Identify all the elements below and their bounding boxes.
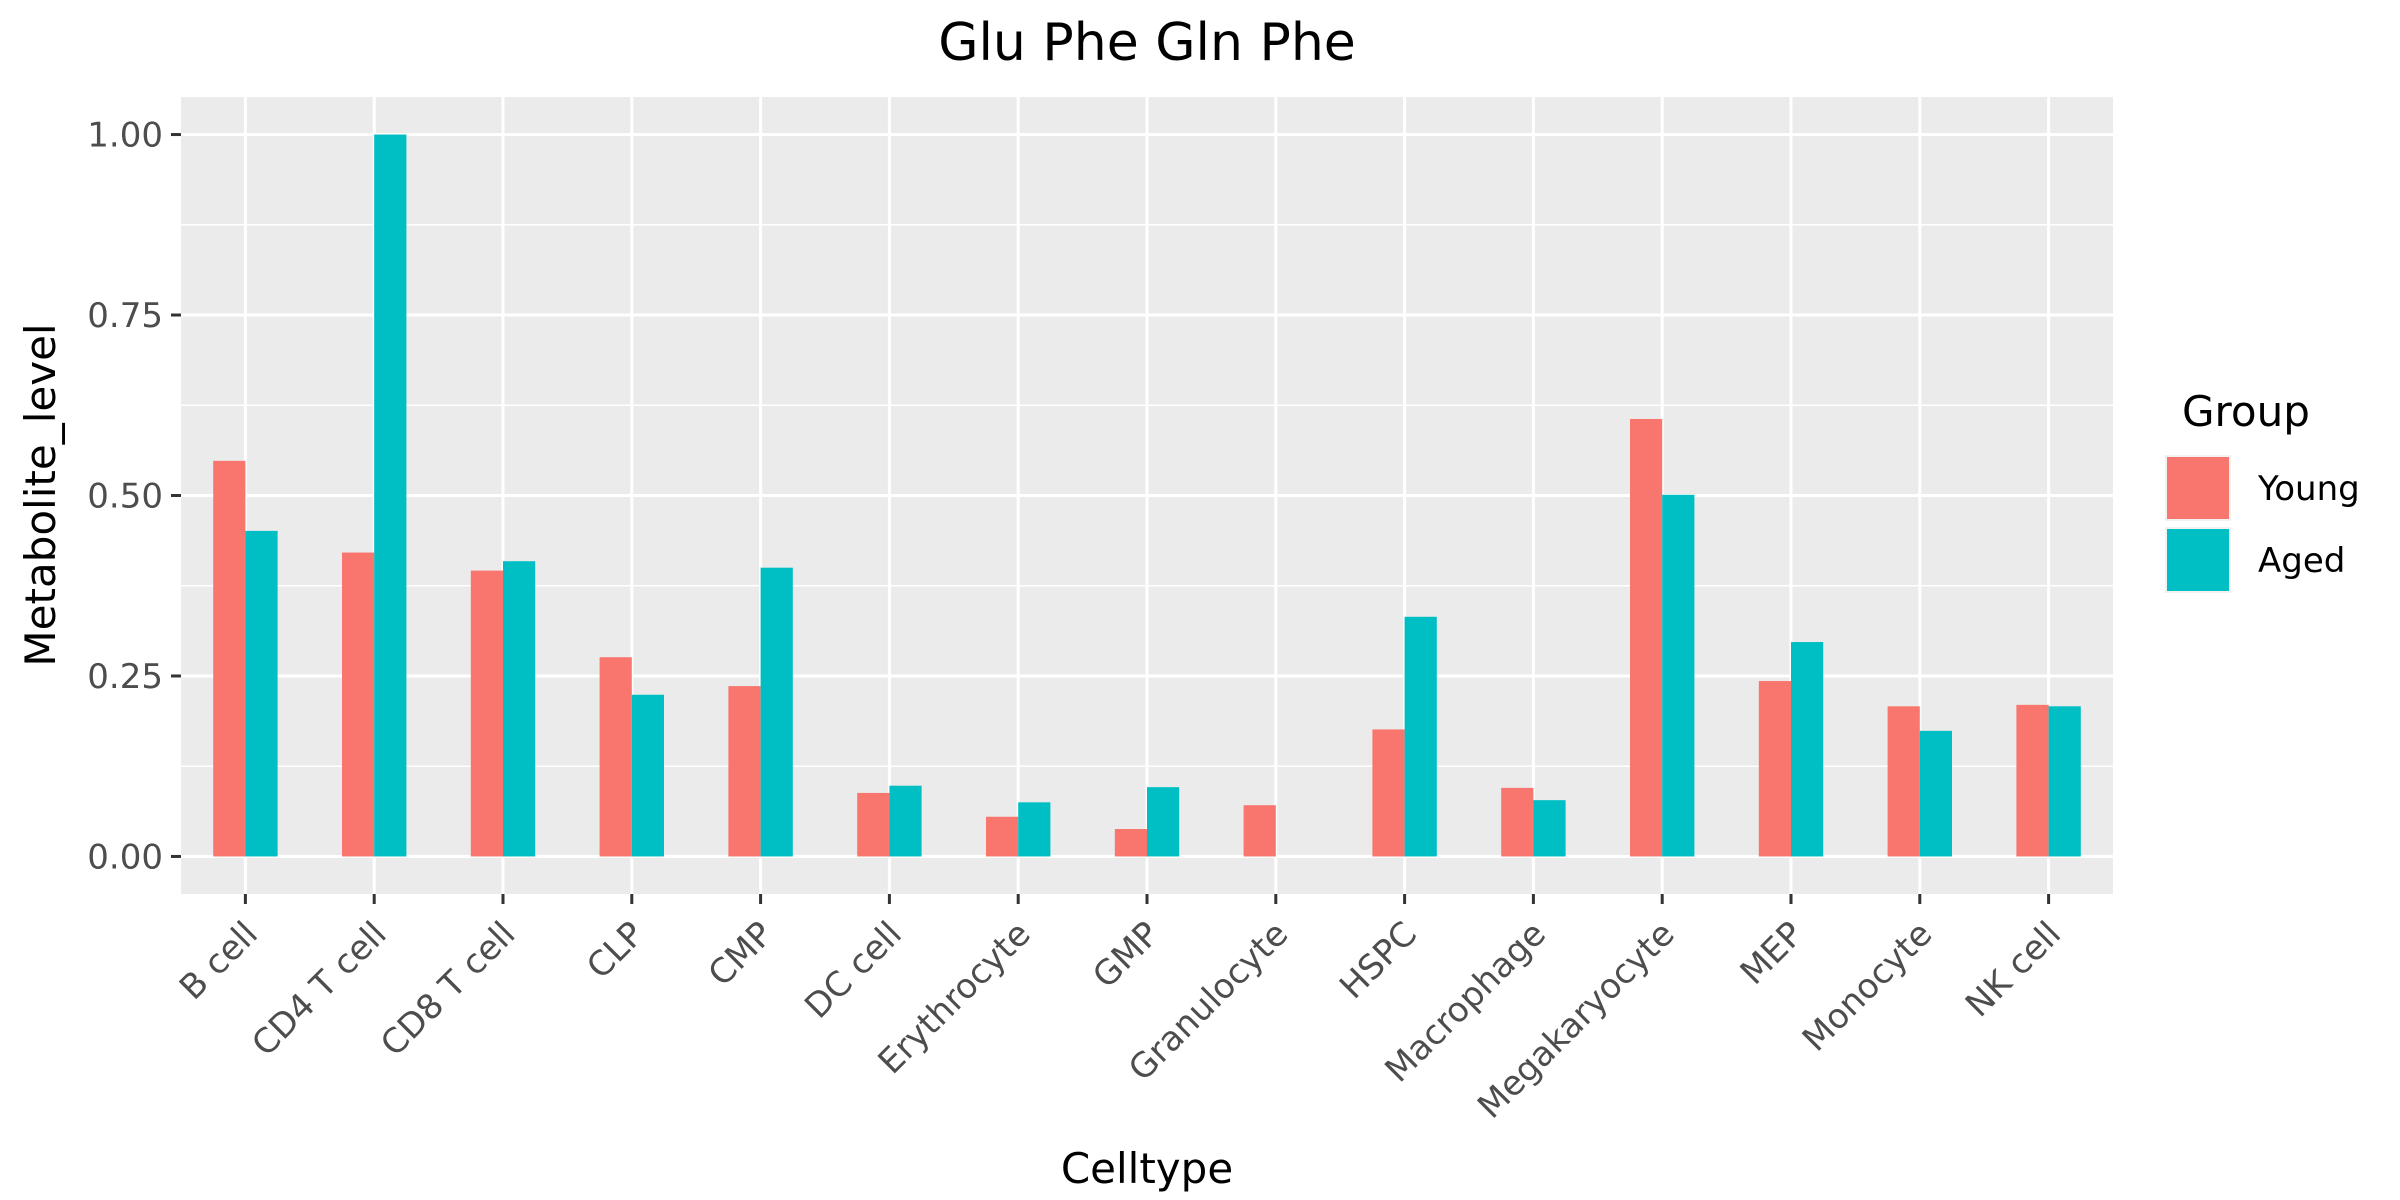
y-axis-title: Metabolite_level: [16, 323, 65, 666]
bar-aged: [1791, 642, 1824, 857]
bar-young: [857, 792, 890, 857]
bar-aged: [503, 561, 536, 857]
bar-aged: [245, 530, 278, 857]
x-tick-label: CMP: [701, 914, 781, 994]
bar-young: [1630, 418, 1663, 857]
legend-title: Group: [2182, 387, 2310, 436]
bar-young: [1501, 787, 1534, 857]
x-tick-label: DC cell: [797, 914, 910, 1027]
chart-title: Glu Phe Gln Phe: [938, 13, 1356, 73]
bar-aged: [2048, 706, 2081, 857]
bar-young: [1243, 805, 1276, 857]
bar-young: [213, 460, 246, 857]
x-tick-label: HSPC: [1332, 914, 1425, 1007]
bar-young: [1758, 681, 1791, 857]
bar-aged: [889, 785, 922, 857]
bar-aged: [1404, 616, 1437, 857]
x-tick-label: CD4 T cell: [244, 914, 394, 1064]
legend-swatch-young: [2167, 457, 2229, 519]
x-tick-label: GMP: [1085, 914, 1167, 996]
y-tick-label: 0.25: [87, 657, 163, 697]
bar-young: [2016, 704, 2049, 857]
bar-aged: [631, 694, 664, 857]
bar-aged: [1662, 494, 1695, 857]
bar-aged: [1018, 802, 1051, 857]
bar-young: [599, 657, 632, 857]
y-tick-label: 0.50: [87, 477, 163, 517]
x-tick-label: MEP: [1733, 914, 1812, 993]
bars: [213, 134, 2081, 857]
bar-young: [728, 686, 761, 857]
bar-young: [470, 570, 503, 857]
y-axis: 0.00 0.25 0.50 0.75 1.00: [87, 116, 181, 877]
x-tick-label: NK cell: [1958, 914, 2069, 1025]
legend-swatch-aged: [2167, 529, 2229, 591]
x-tick-label: CD8 T cell: [373, 914, 523, 1064]
legend: Group Young Aged: [2165, 387, 2360, 593]
y-tick-label: 0.75: [87, 296, 163, 336]
x-tick-label: CLP: [579, 914, 652, 987]
bar-young: [342, 552, 375, 857]
x-tick-label: B cell: [172, 914, 266, 1008]
bar-young: [1372, 729, 1405, 857]
legend-label-aged: Aged: [2258, 541, 2345, 581]
bar-aged: [760, 567, 793, 857]
bar-aged: [374, 134, 407, 857]
x-tick-label: Monocyte: [1795, 914, 1940, 1059]
bar-aged: [1919, 730, 1952, 857]
bar-young: [986, 816, 1019, 857]
y-tick-label: 1.00: [87, 116, 163, 156]
bar-aged: [1533, 800, 1566, 857]
bar-young: [1887, 706, 1920, 857]
bar-aged: [1147, 787, 1180, 857]
bar-young: [1114, 829, 1147, 857]
x-axis-title: Celltype: [1061, 1144, 1233, 1193]
legend-label-young: Young: [2257, 469, 2360, 509]
y-tick-label: 0.00: [87, 837, 163, 877]
